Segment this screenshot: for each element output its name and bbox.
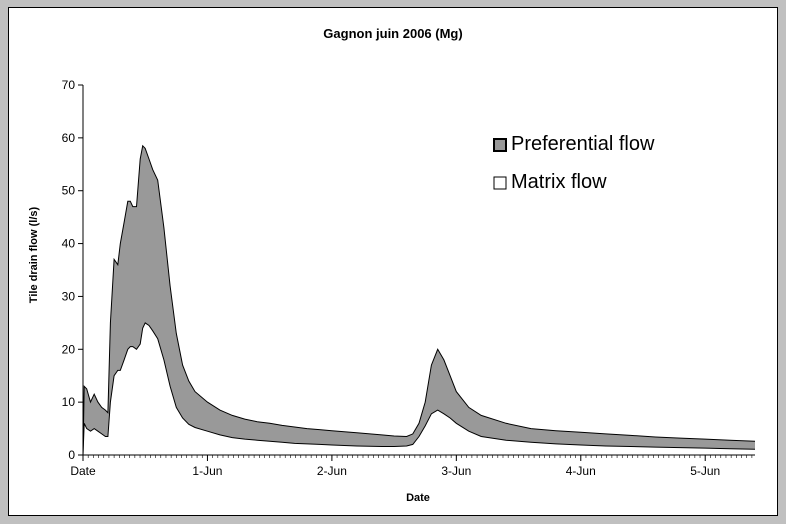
legend-preferential-swatch — [493, 138, 507, 152]
plot-area — [82, 144, 756, 456]
chart-title: Gagnon juin 2006 (Mg) — [323, 26, 462, 41]
x-tick-label: Date — [70, 464, 96, 478]
y-tick-label: 60 — [62, 131, 76, 145]
legend: Preferential flow Matrix flow — [493, 133, 655, 193]
y-tick-label: 20 — [62, 342, 76, 356]
matrix-flow-line — [82, 322, 756, 456]
x-tick-label: 4-Jun — [566, 464, 596, 478]
x-axis: Date 1-Jun 2-Jun 3-Jun 4-Jun 5-Jun — [70, 454, 755, 478]
x-tick-label: 1-Jun — [192, 464, 222, 478]
preferential-flow-area — [83, 145, 755, 456]
y-axis: 0 10 20 30 40 50 60 70 — [62, 78, 84, 462]
y-tick-label: 10 — [62, 395, 76, 409]
legend-matrix-swatch — [493, 176, 507, 190]
y-tick-label: 70 — [62, 78, 76, 92]
y-axis-label: Tile drain flow (l/s) — [28, 206, 40, 303]
chart-svg: Gagnon juin 2006 (Mg) 0 10 20 30 40 50 60 70 Da… — [28, 26, 756, 504]
chart-frame: Gagnon juin 2006 (Mg) 0 10 20 30 40 50 60 70 Da… — [8, 7, 778, 516]
preferential-flow-line — [82, 144, 756, 456]
legend-matrix-label: Matrix flow — [511, 171, 607, 193]
legend-preferential-label: Preferential flow — [511, 133, 655, 155]
x-tick-label: 3-Jun — [441, 464, 471, 478]
y-tick-label: 50 — [62, 184, 76, 198]
y-tick-label: 40 — [62, 237, 76, 251]
y-tick-label: 30 — [62, 289, 76, 303]
matrix-flow-area — [83, 322, 755, 455]
y-tick-label: 0 — [68, 448, 75, 462]
x-tick-label: 2-Jun — [317, 464, 347, 478]
x-axis-label: Date — [406, 492, 430, 504]
x-tick-label: 5-Jun — [690, 464, 720, 478]
